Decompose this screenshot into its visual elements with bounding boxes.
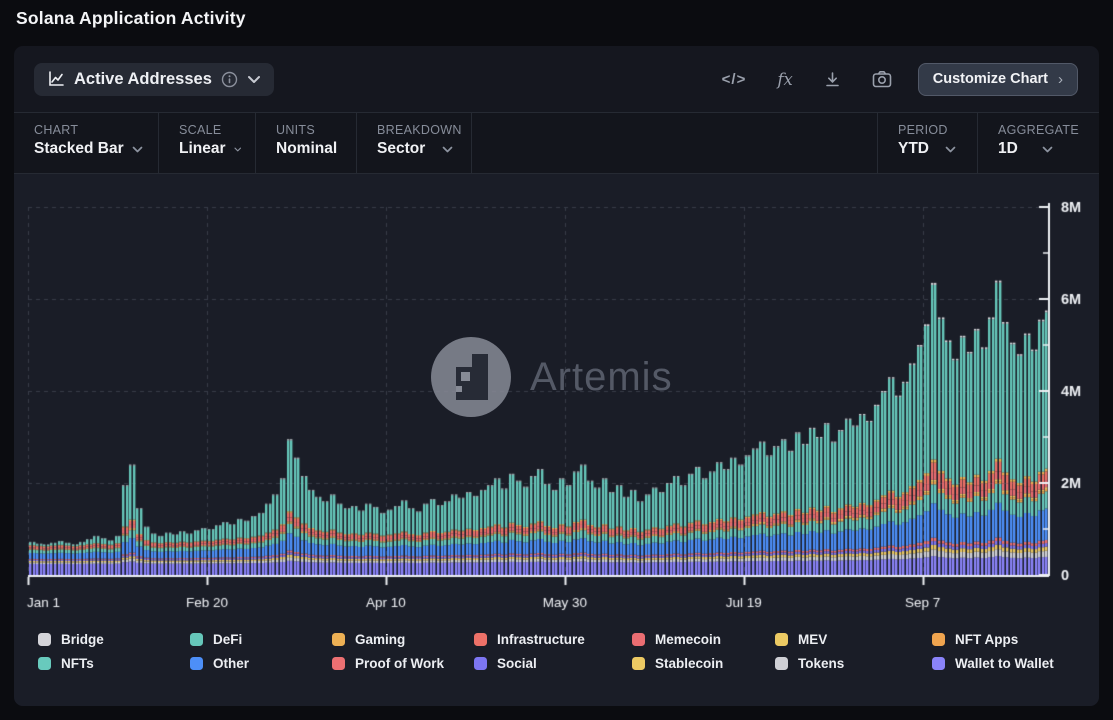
legend-swatch-icon	[474, 633, 487, 646]
legend-swatch-icon	[190, 633, 203, 646]
legend-item[interactable]: Proof of Work	[332, 656, 474, 671]
legend-label: DeFi	[213, 632, 243, 647]
legend-swatch-icon	[775, 657, 788, 670]
chevron-down-icon	[1042, 146, 1053, 152]
filter-chart-type[interactable]: CHART Stacked Bar	[14, 113, 159, 173]
chart-region: Artemis Bridge NFTs DeFi Other Gaming Proof o…	[14, 174, 1099, 706]
filter-label: SCALE	[179, 123, 222, 137]
filter-value: Linear	[179, 140, 226, 157]
legend-label: Gaming	[355, 632, 406, 647]
legend-item[interactable]: DeFi	[190, 632, 332, 647]
legend-label: Other	[213, 656, 250, 671]
legend-item[interactable]: Infrastructure	[474, 632, 632, 647]
legend-swatch-icon	[932, 633, 945, 646]
filter-label: BREAKDOWN	[377, 123, 462, 137]
info-icon[interactable]	[221, 71, 238, 88]
line-chart-icon	[49, 71, 64, 86]
filter-value: YTD	[898, 140, 929, 157]
toolbar: Active Addresses </> fx	[14, 46, 1099, 112]
metric-label: Active Addresses	[74, 69, 212, 88]
legend-item[interactable]: Other	[190, 656, 332, 671]
legend-swatch-icon	[190, 657, 203, 670]
filter-value: Nominal	[276, 140, 338, 157]
filter-aggregate[interactable]: AGGREGATE 1D	[978, 113, 1099, 173]
page-title: Solana Application Activity	[16, 8, 246, 28]
legend-label: MEV	[798, 632, 828, 647]
legend-label: Infrastructure	[497, 632, 585, 647]
download-icon	[825, 71, 839, 86]
legend-label: NFTs	[61, 656, 94, 671]
legend-item[interactable]: Wallet to Wallet	[932, 656, 1099, 671]
fx-icon: fx	[777, 69, 793, 89]
chart-panel: Active Addresses </> fx	[14, 46, 1099, 706]
filter-scale[interactable]: SCALE Linear	[159, 113, 256, 173]
chevron-right-icon: ›	[1058, 70, 1063, 88]
customize-chart-label: Customize Chart	[932, 71, 1048, 87]
filter-breakdown[interactable]: BREAKDOWN Sector	[357, 113, 472, 173]
legend-item[interactable]: Gaming	[332, 632, 474, 647]
chevron-down-icon	[132, 146, 142, 152]
filter-bar: CHART Stacked Bar SCALE Linear UNITS Nom…	[14, 112, 1099, 174]
legend-label: Stablecoin	[655, 656, 724, 671]
chevron-down-icon	[247, 75, 260, 83]
legend-swatch-icon	[474, 657, 487, 670]
formula-button[interactable]: fx	[777, 70, 792, 89]
customize-chart-button[interactable]: Customize Chart ›	[917, 62, 1078, 96]
camera-icon	[872, 71, 892, 88]
stacked-bar-chart[interactable]	[14, 174, 1099, 620]
filter-value: Sector	[377, 140, 426, 157]
legend-item[interactable]: Stablecoin	[632, 656, 775, 671]
download-button[interactable]	[824, 71, 841, 88]
legend-item[interactable]: MEV	[775, 632, 932, 647]
legend-label: Wallet to Wallet	[955, 656, 1054, 671]
legend-label: Memecoin	[655, 632, 722, 647]
filter-value: 1D	[998, 140, 1018, 157]
legend-swatch-icon	[632, 657, 645, 670]
legend-swatch-icon	[632, 633, 645, 646]
legend-item[interactable]: NFTs	[38, 656, 190, 671]
legend-label: NFT Apps	[955, 632, 1019, 647]
legend-item[interactable]: Tokens	[775, 656, 932, 671]
legend-label: Social	[497, 656, 537, 671]
filter-period[interactable]: PERIOD YTD	[878, 113, 978, 173]
chevron-down-icon	[442, 146, 453, 152]
chevron-down-icon	[233, 147, 241, 151]
filter-label: AGGREGATE	[998, 123, 1079, 137]
legend-swatch-icon	[332, 657, 345, 670]
legend-swatch-icon	[38, 657, 51, 670]
filter-label: UNITS	[276, 123, 315, 137]
legend-swatch-icon	[775, 633, 788, 646]
legend-item[interactable]: Bridge	[38, 632, 190, 647]
legend-label: Proof of Work	[355, 656, 444, 671]
legend-item[interactable]: NFT Apps	[932, 632, 1099, 647]
filter-label: CHART	[34, 123, 79, 137]
screenshot-button[interactable]	[872, 70, 892, 88]
legend-label: Bridge	[61, 632, 104, 647]
filter-label: PERIOD	[898, 123, 948, 137]
filter-bar-spacer	[472, 113, 878, 173]
legend: Bridge NFTs DeFi Other Gaming Proof of Work In…	[14, 632, 1099, 671]
embed-code-button[interactable]: </>	[722, 71, 747, 88]
legend-swatch-icon	[932, 657, 945, 670]
legend-swatch-icon	[38, 633, 51, 646]
legend-swatch-icon	[332, 633, 345, 646]
legend-item[interactable]: Social	[474, 656, 632, 671]
filter-units[interactable]: UNITS Nominal	[256, 113, 357, 173]
metric-selector[interactable]: Active Addresses	[34, 62, 274, 96]
legend-label: Tokens	[798, 656, 845, 671]
code-icon: </>	[721, 70, 747, 88]
chevron-down-icon	[945, 146, 956, 152]
filter-value: Stacked Bar	[34, 140, 124, 157]
legend-item[interactable]: Memecoin	[632, 632, 775, 647]
